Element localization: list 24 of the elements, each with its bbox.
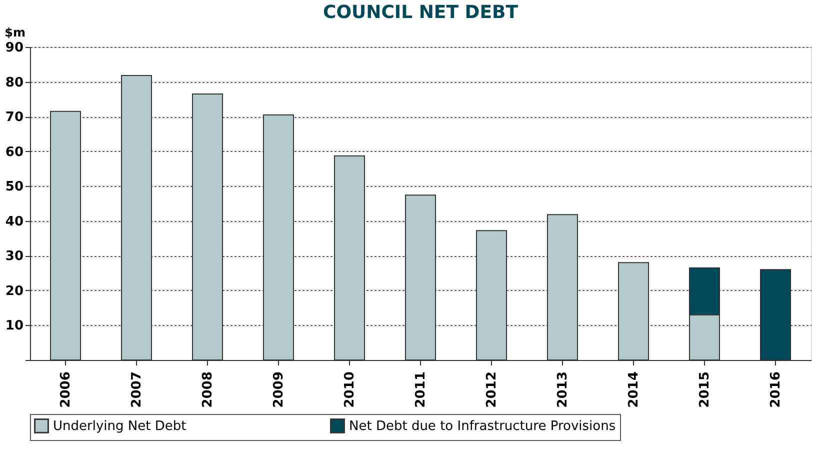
y-axis-title: $m <box>4 26 26 40</box>
y-tick-label: 10 <box>5 318 24 334</box>
y-tick-label: 30 <box>5 249 24 264</box>
y-tick-label: 40 <box>5 214 24 230</box>
y-tick-label: 70 <box>5 110 24 126</box>
x-tick-label: 2007 <box>130 372 144 408</box>
y-tick-label: 20 <box>5 284 24 299</box>
x-tick-label: 2010 <box>342 372 358 408</box>
chart-title: COUNCIL NET DEBT <box>323 2 519 23</box>
x-tick-label: 2012 <box>484 372 500 408</box>
legend-label: Net Debt due to Infrastructure Provisions <box>349 418 616 434</box>
x-tick-label: 2015 <box>698 372 712 408</box>
x-tick-label: 2014 <box>626 372 642 408</box>
x-tick-label: 2006 <box>58 372 74 408</box>
y-tick-label: 60 <box>5 144 24 160</box>
legend-label: Underlying Net Debt <box>53 418 186 434</box>
x-tick-label: 2008 <box>200 372 216 408</box>
x-tick-label: 2009 <box>272 372 286 408</box>
y-tick-label: 90 <box>5 40 24 56</box>
x-tick-label: 2013 <box>556 372 570 408</box>
x-tick-label: 2016 <box>768 372 784 408</box>
y-tick-label: 80 <box>5 75 24 90</box>
x-tick-label: 2011 <box>414 372 428 408</box>
y-tick-label: 50 <box>5 180 24 195</box>
